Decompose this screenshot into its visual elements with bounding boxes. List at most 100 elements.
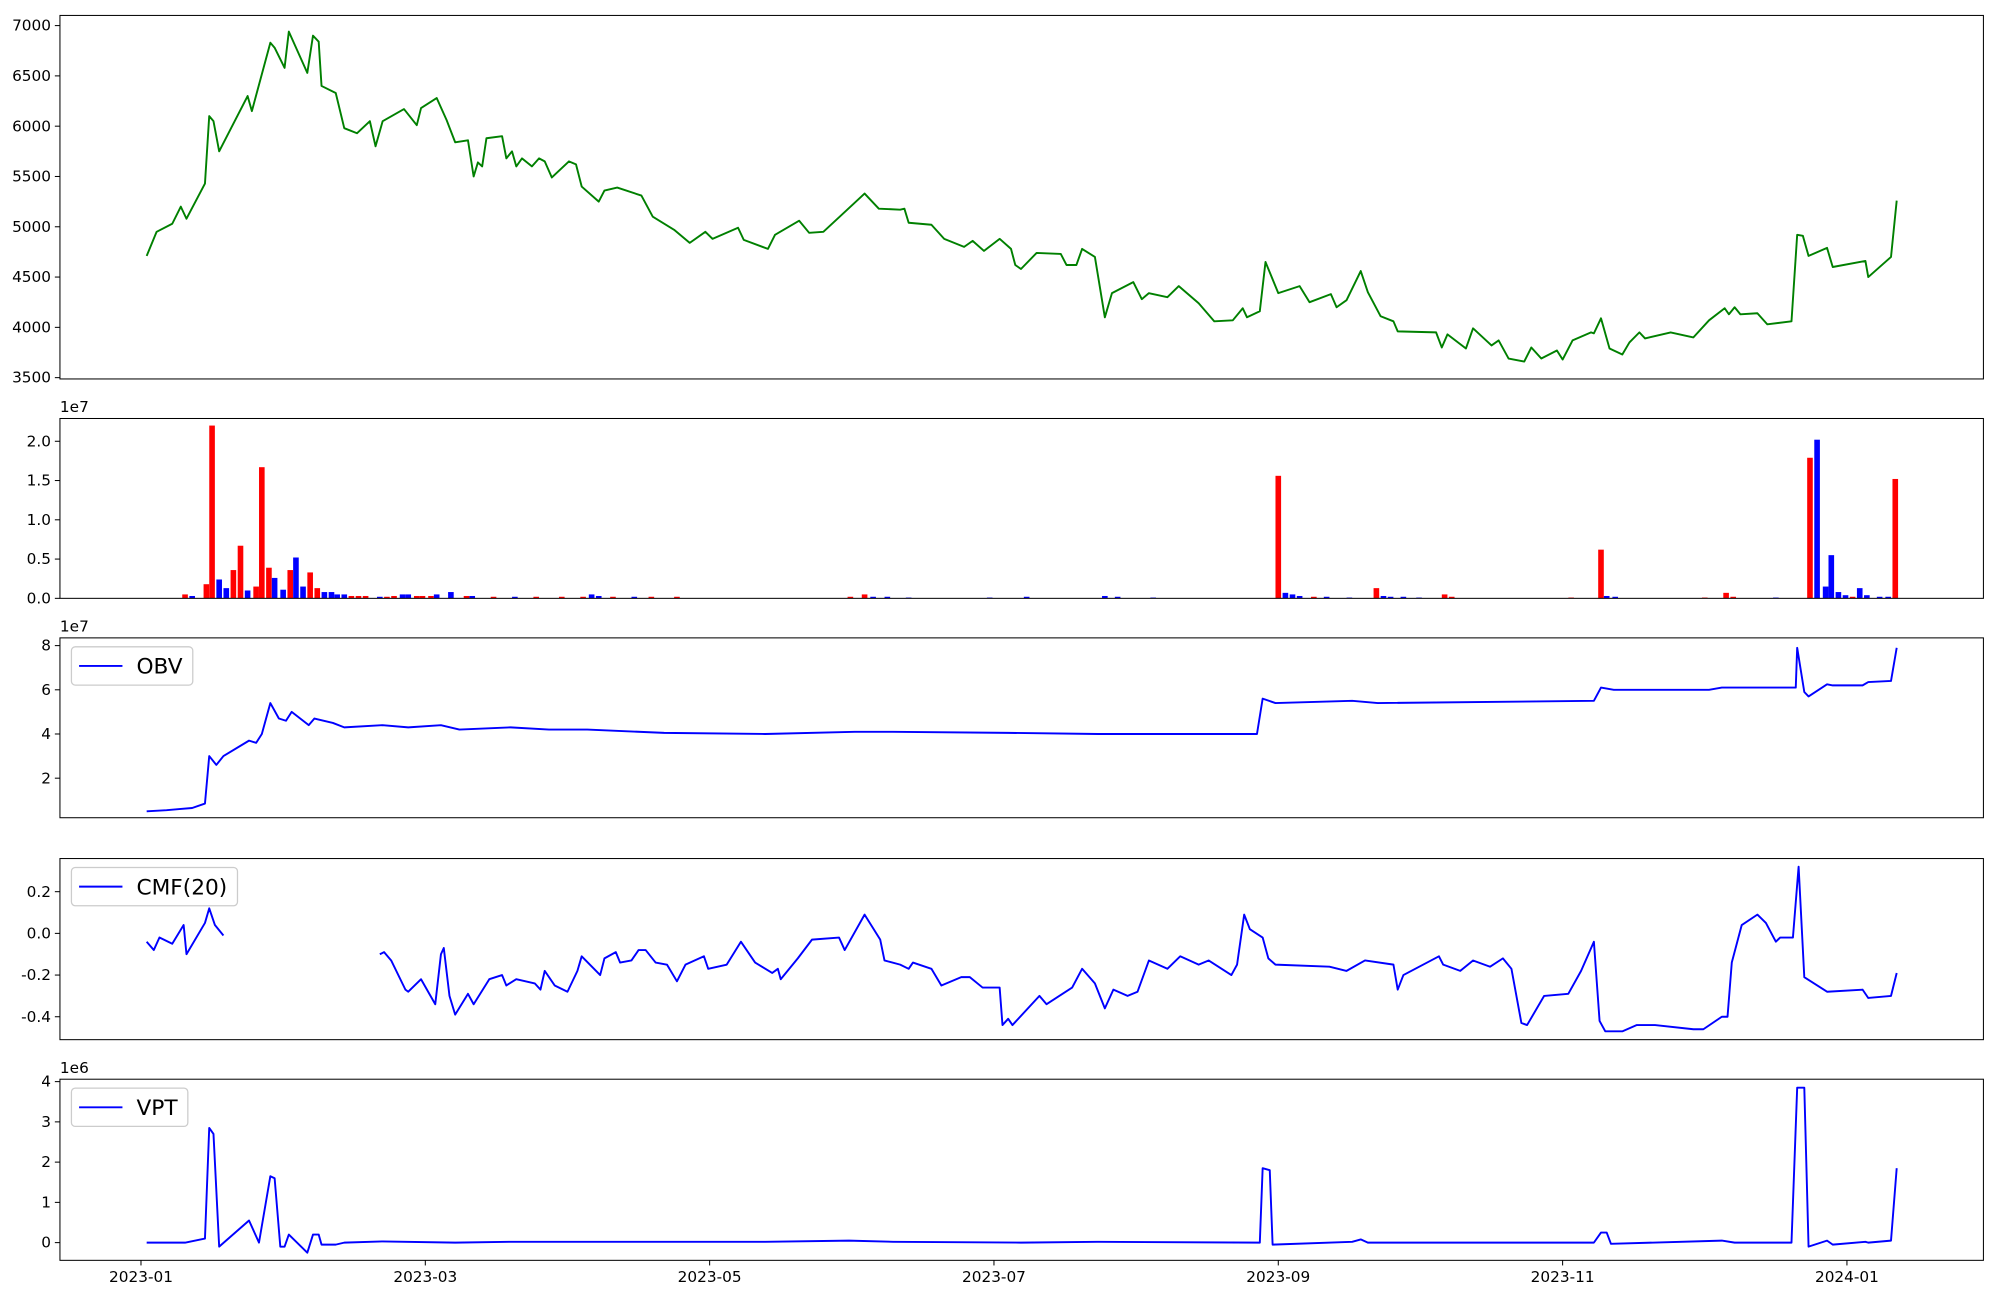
bar (209, 425, 215, 599)
bar (1842, 595, 1849, 599)
bar (1311, 596, 1317, 599)
bar (1885, 596, 1891, 599)
bar (433, 594, 440, 599)
y-tick-label: 0 (41, 1234, 51, 1252)
bar (1102, 595, 1108, 599)
bar (1373, 588, 1380, 599)
panel: 3500 4000 4500 5000 5500 6000 6500 7000 (12, 14, 1984, 387)
bar (307, 572, 313, 599)
data-line (145, 865, 1898, 1033)
bar (580, 596, 586, 599)
bar (1289, 594, 1296, 599)
y-tick-label: 8 (41, 637, 51, 655)
bar (1598, 549, 1604, 599)
panel: 0.0 0.5 1.0 1.5 2.0 1e7 (27, 398, 1984, 607)
y-tick-label: 0.2 (27, 883, 51, 901)
bar (558, 596, 565, 599)
bar (610, 596, 616, 599)
bar (189, 595, 195, 599)
y-tick-label: 6500 (12, 67, 51, 85)
bar (1023, 596, 1030, 599)
bar (405, 594, 412, 599)
bar (1441, 594, 1448, 599)
bar (244, 590, 251, 599)
bar (861, 594, 868, 599)
bar (1814, 439, 1820, 599)
bar (237, 545, 244, 599)
x-tick-label: 2023-05 (678, 1268, 742, 1286)
bar (287, 570, 294, 599)
bar (1876, 596, 1883, 599)
bar (1400, 596, 1407, 599)
bar (223, 588, 230, 599)
bar (280, 589, 286, 599)
legend-label: VPT (136, 1096, 178, 1121)
plot-frame (59, 637, 1984, 819)
legend-frame (70, 1087, 189, 1128)
bar (293, 557, 299, 599)
bar (1835, 592, 1842, 599)
bar (377, 596, 383, 599)
y-tick-label: 6000 (12, 117, 51, 135)
y-tick-label: 2 (41, 769, 51, 787)
bar (391, 595, 397, 599)
panel: 0 1 2 3 4 1e6 2023-01 2023-03 2023-05 2023-07 2023… (41, 1059, 1984, 1286)
y-tick-label: 1.0 (27, 511, 51, 529)
y-tick-label: 1.5 (27, 472, 51, 490)
bar (1323, 596, 1330, 599)
y-tick-label: 3 (41, 1113, 51, 1131)
y-tick-label: 4 (41, 1073, 51, 1091)
bar (884, 596, 891, 599)
bar (384, 596, 390, 599)
bar (847, 596, 854, 599)
bar (334, 594, 340, 599)
data-line (145, 30, 1898, 363)
legend-label: OBV (136, 655, 182, 680)
y-tick-label: 0.5 (27, 550, 51, 568)
bar (512, 596, 518, 599)
bar (413, 595, 420, 599)
bar (533, 596, 540, 599)
bar (399, 594, 406, 599)
bar (1892, 478, 1899, 599)
panel: 2 4 6 8 1e7 OBV (41, 618, 1984, 819)
data-line (146, 1086, 1898, 1254)
plot-frame (59, 1078, 1984, 1261)
bar (341, 594, 348, 599)
bar (870, 596, 876, 599)
bar (448, 592, 454, 599)
bar (1822, 586, 1829, 599)
bar (595, 595, 602, 599)
bar (469, 595, 476, 599)
y-tick-label: 4000 (12, 318, 51, 336)
y-tick-label: 2.0 (27, 432, 51, 450)
bar (1387, 596, 1394, 599)
bar (1849, 596, 1856, 599)
bar (1448, 596, 1455, 599)
y-tick-label: 6 (41, 681, 51, 699)
y-tick-label: 1 (41, 1193, 51, 1211)
bar (1730, 596, 1737, 599)
legend-label: CMF(20) (136, 875, 227, 900)
bar (1380, 595, 1387, 599)
bar (300, 586, 306, 599)
plot-frame (59, 14, 1984, 380)
y-tick-label: 0.0 (27, 924, 51, 942)
bar (182, 594, 188, 599)
bar (428, 595, 434, 599)
bar (490, 596, 497, 599)
bar (348, 595, 355, 599)
bar (253, 586, 259, 599)
y-tick-label: 7000 (12, 17, 51, 35)
bar (463, 595, 470, 599)
x-tick-label: 2023-11 (1531, 1268, 1595, 1286)
y-tick-label: 5000 (12, 218, 51, 236)
bar (1275, 475, 1282, 599)
y-tick-label: -0.4 (21, 1008, 51, 1026)
bar (355, 595, 362, 599)
y-tick-label: 3500 (12, 369, 51, 387)
bar (1856, 588, 1863, 599)
x-tick-label: 2023-01 (109, 1268, 173, 1286)
bar (1723, 592, 1729, 599)
